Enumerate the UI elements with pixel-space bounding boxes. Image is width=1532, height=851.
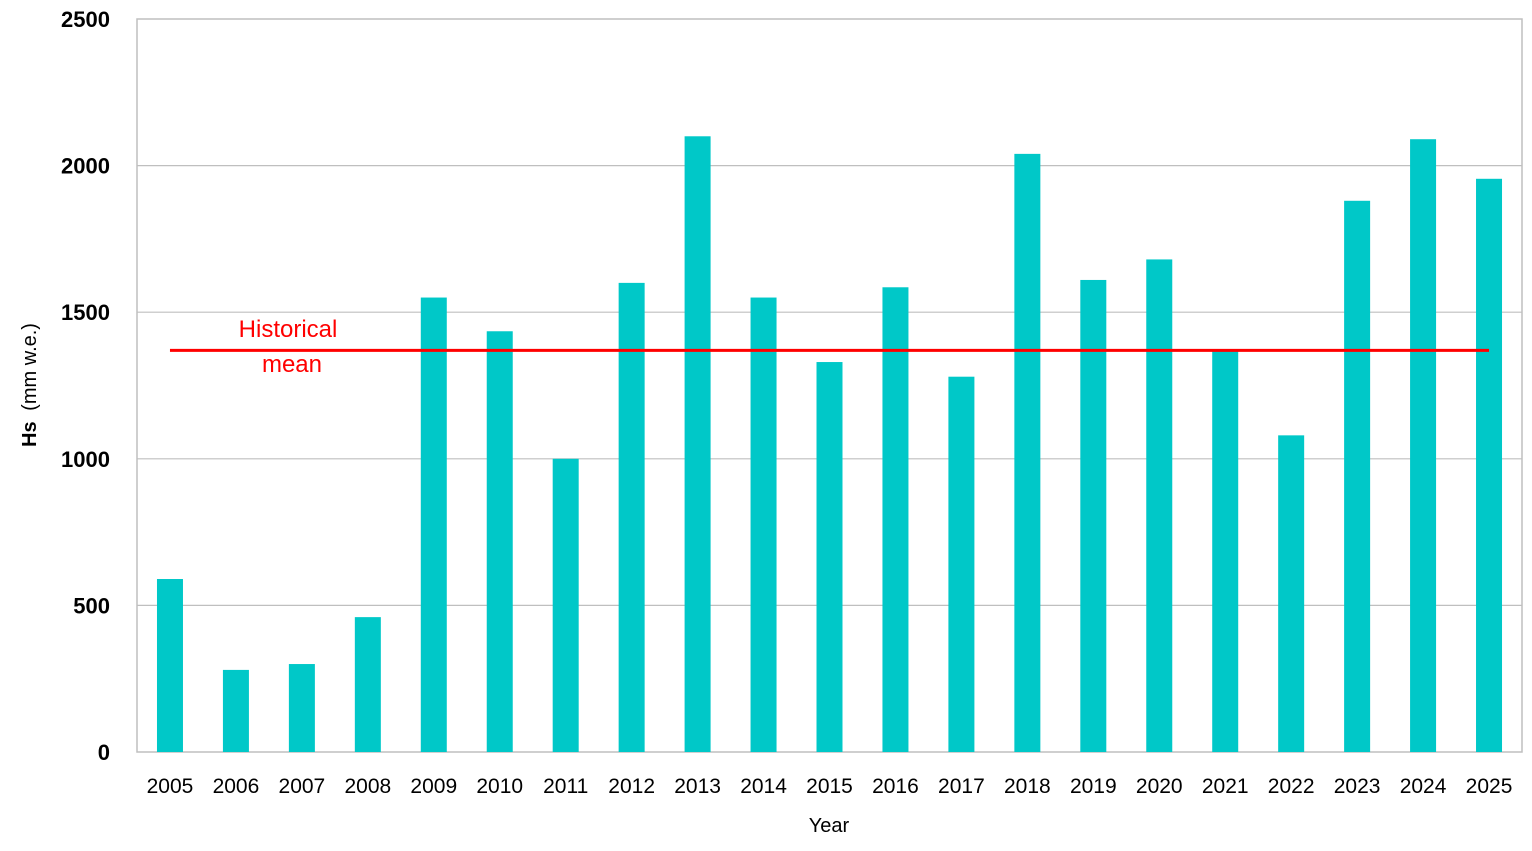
y-tick-label: 2000	[61, 154, 110, 179]
x-tick-label: 2008	[344, 775, 391, 798]
x-tick-label: 2014	[740, 775, 787, 798]
x-tick-label: 2024	[1400, 775, 1447, 798]
x-tick-label: 2023	[1334, 775, 1381, 798]
y-tick-label: 1000	[61, 447, 110, 472]
bar-2024	[1410, 139, 1437, 752]
x-tick-label: 2013	[674, 775, 721, 798]
y-axis-ticks: 0 500 1000 1500 2000 2500	[61, 7, 110, 765]
bar-2019	[1080, 279, 1107, 752]
x-tick-label: 2011	[543, 775, 588, 798]
x-tick-label: 2015	[806, 775, 853, 798]
x-tick-label: 2010	[476, 775, 523, 798]
bar-2011	[552, 458, 579, 752]
bar-2010	[486, 331, 513, 752]
x-tick-label: 2007	[279, 775, 326, 798]
bar-2017	[948, 376, 975, 752]
x-tick-label: 2006	[213, 775, 260, 798]
bar-2025	[1476, 178, 1503, 752]
bar-2006	[222, 669, 249, 752]
y-tick-label: 1500	[61, 300, 110, 325]
x-tick-label: 2005	[147, 775, 194, 798]
x-tick-label: 2009	[410, 775, 457, 798]
bar-2014	[750, 297, 777, 752]
x-tick-label: 2025	[1466, 775, 1513, 798]
bar-2018	[1014, 153, 1041, 752]
x-tick-label: 2019	[1070, 775, 1117, 798]
bar-2020	[1146, 259, 1173, 752]
x-tick-label: 2018	[1004, 775, 1051, 798]
bar-2007	[288, 664, 315, 752]
bar-2008	[354, 617, 381, 752]
x-tick-label: 2021	[1202, 775, 1249, 798]
x-tick-label: 2017	[938, 775, 985, 798]
mean-line-group: Historical mean	[169, 316, 1490, 378]
x-tick-label: 2012	[608, 775, 655, 798]
x-axis-ticks: 2005 2006 2007 2008 2009 2010 2011 2012 2013 2014…	[147, 775, 1513, 798]
mean-label-line1: Historical	[239, 316, 338, 343]
bars	[156, 136, 1503, 752]
y-tick-label: 0	[98, 740, 110, 765]
y-axis-label: Hs (mm w.e.)	[19, 323, 41, 447]
y-axis-label-unit: (mm w.e.)	[19, 323, 41, 411]
x-tick-label: 2016	[872, 775, 919, 798]
y-axis-label-main: Hs	[19, 421, 41, 447]
x-tick-label: 2022	[1268, 775, 1315, 798]
mean-label-line2: mean	[262, 351, 322, 378]
bar-2015	[816, 362, 843, 752]
bar-2023	[1344, 200, 1371, 752]
y-tick-label: 2500	[61, 7, 110, 32]
x-axis-label: Year	[809, 815, 850, 837]
x-tick-label: 2020	[1136, 775, 1183, 798]
bar-2005	[156, 579, 183, 752]
bar-2012	[618, 282, 645, 752]
bar-2022	[1278, 435, 1305, 752]
bar-2009	[420, 297, 447, 752]
bar-2016	[882, 287, 909, 752]
y-tick-label: 500	[73, 593, 110, 618]
bar-2021	[1212, 350, 1239, 752]
bar-2013	[684, 136, 711, 752]
